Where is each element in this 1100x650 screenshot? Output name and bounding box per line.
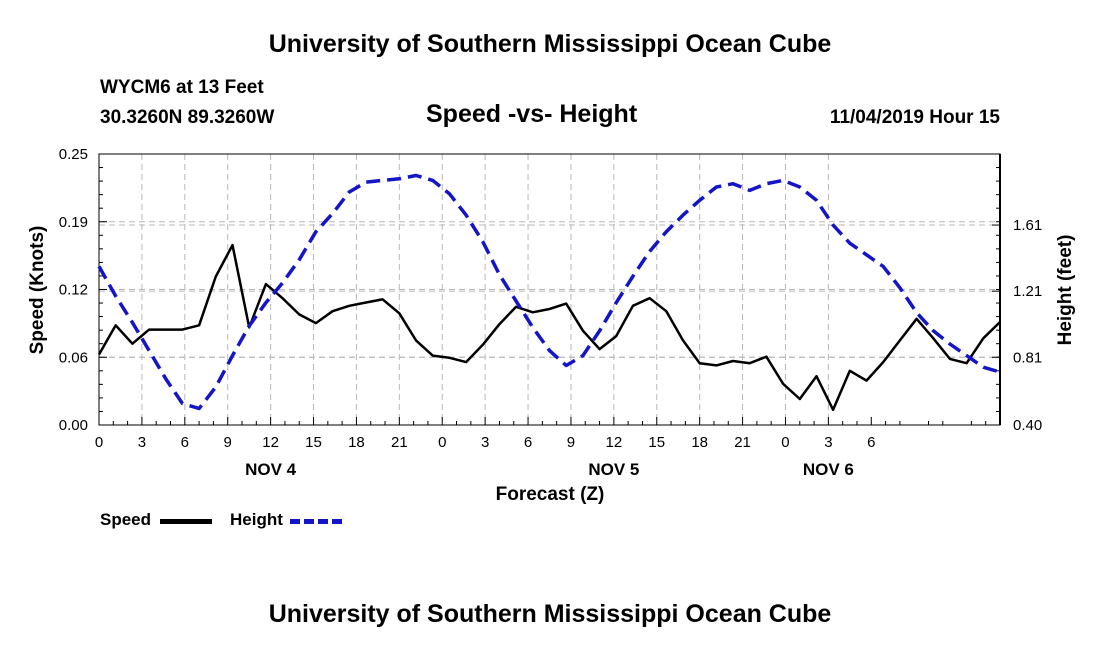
- x-tick-label: 9: [567, 434, 575, 451]
- x-tick-label: 21: [391, 434, 408, 451]
- label-layer: 0 3 6 9 12 15 18 21 0 3 6 9 12 15 18 21 0 3 6 0.00 0.06 0.12 0…: [59, 146, 1042, 479]
- x-tick-label: 12: [606, 434, 623, 451]
- x-tick-label: 15: [648, 434, 665, 451]
- x-tick-label: 3: [824, 434, 832, 451]
- legend-height-swatch: [290, 519, 342, 524]
- y2-tick-label: 1.21: [1013, 283, 1042, 300]
- x-tick-label: 0: [95, 434, 103, 451]
- x-tick-label: 3: [138, 434, 146, 451]
- y2-tick-label: 0.81: [1013, 349, 1042, 366]
- x-tick-label: 0: [781, 434, 789, 451]
- y-tick-label: 0.12: [59, 282, 88, 299]
- speed-series-line: [97, 243, 1001, 412]
- legend-speed-label: Speed: [100, 510, 152, 529]
- location-label: 30.3260N 89.3260W: [100, 107, 275, 128]
- date-label: NOV 5: [588, 460, 639, 479]
- chart-subtitle: Speed -vs- Height: [426, 100, 638, 128]
- height-series-line: [97, 173, 1001, 411]
- y2-tick-label: 1.61: [1013, 217, 1042, 234]
- x-tick-label: 6: [181, 434, 189, 451]
- x-tick-label: 18: [691, 434, 708, 451]
- station-label: WYCM6 at 13 Feet: [100, 77, 264, 98]
- x-tick-label: 3: [481, 434, 489, 451]
- x-tick-label: 6: [524, 434, 532, 451]
- y-tick-label: 0.06: [59, 349, 88, 366]
- x-axis-label: Forecast (Z): [496, 484, 605, 505]
- legend-height-label: Height: [230, 510, 283, 529]
- y-tick-label: 0.19: [59, 214, 88, 231]
- x-tick-label: 18: [348, 434, 365, 451]
- axis-layer: [98, 153, 1001, 426]
- grid-layer: [99, 154, 1000, 425]
- x-tick-label: 9: [224, 434, 232, 451]
- y2-tick-label: 0.40: [1013, 417, 1042, 434]
- chart-title-top: University of Southern Mississippi Ocean…: [268, 30, 832, 58]
- y2-axis-label: Height (feet): [1055, 235, 1076, 346]
- y-axis-label: Speed (Knots): [27, 226, 48, 355]
- x-tick-label: 15: [305, 434, 322, 451]
- x-tick-label: 6: [867, 434, 875, 451]
- y-tick-label: 0.00: [59, 417, 88, 434]
- date-label: NOV 4: [245, 460, 297, 479]
- x-tick-label: 0: [438, 434, 446, 451]
- date-label: NOV 6: [803, 460, 854, 479]
- chart-title-bottom: University of Southern Mississippi Ocean…: [268, 600, 832, 628]
- series-layer: [97, 173, 1001, 412]
- x-tick-label: 21: [734, 434, 751, 451]
- legend-speed-swatch: [160, 519, 212, 524]
- x-tick-label: 12: [262, 434, 279, 451]
- datetime-label: 11/04/2019 Hour 15: [829, 107, 1000, 128]
- y-tick-label: 0.25: [59, 146, 88, 163]
